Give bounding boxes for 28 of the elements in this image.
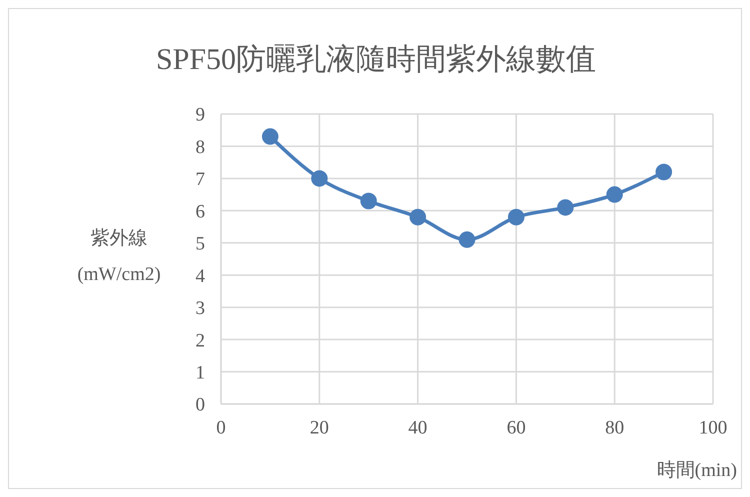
x-tick-label: 80 (605, 417, 624, 438)
x-tick-label: 20 (310, 417, 329, 438)
x-tick-label: 60 (506, 417, 526, 438)
y-tick-label: 7 (196, 169, 205, 190)
x-axis-title: 時間(min) (656, 459, 737, 483)
y-tick-label: 4 (196, 266, 206, 287)
y-tick-label: 6 (196, 201, 205, 222)
point (508, 208, 524, 226)
point (606, 186, 623, 203)
y-axis-title: 紫外線 (mW/cm2) (77, 228, 161, 285)
x-tick-label: 40 (408, 417, 428, 438)
point (656, 164, 672, 180)
point (262, 128, 278, 145)
chart-title: SPF50防曬乳液隨時間紫外線數值 (154, 42, 598, 78)
point (311, 170, 328, 187)
y-tick-label: 8 (196, 136, 205, 158)
point (410, 208, 426, 226)
x-tick-label: 100 (698, 417, 728, 438)
point (458, 231, 476, 248)
x-tick-label: 0 (216, 417, 226, 438)
point (360, 192, 377, 210)
y-tick-label: 9 (196, 104, 205, 126)
y-tick-label: 5 (196, 234, 205, 255)
point (557, 199, 574, 216)
y-tick-label: 3 (196, 298, 205, 320)
y-tick-label: 1 (196, 362, 205, 384)
y-tick-label: 0 (196, 394, 205, 416)
y-tick-label: 2 (196, 330, 205, 352)
